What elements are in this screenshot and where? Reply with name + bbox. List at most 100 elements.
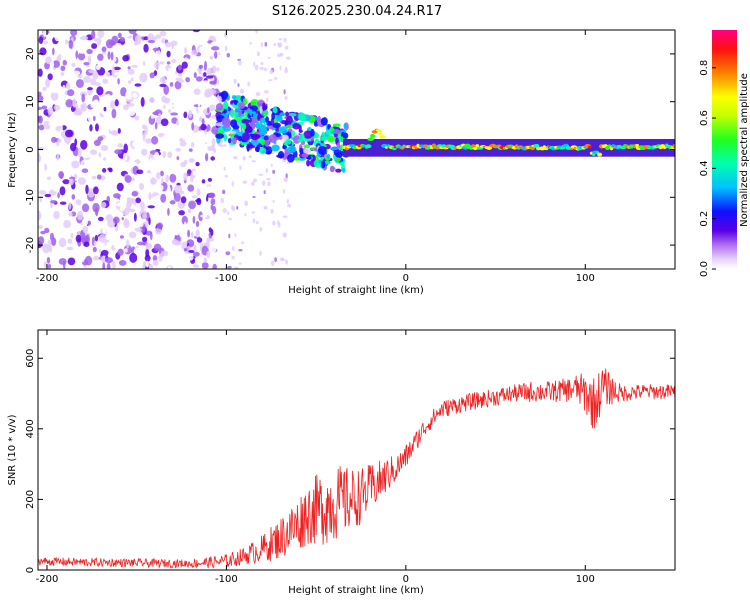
- spectrogram-cell: [120, 87, 127, 97]
- spectrogram-cell: [196, 237, 203, 243]
- spectrogram-cell: [38, 36, 44, 45]
- spectrogram-cell: [177, 64, 182, 71]
- spectrogram-cell: [167, 104, 175, 108]
- spectrogram-cell: [173, 212, 177, 218]
- spectrogram-cell: [207, 185, 211, 193]
- spectrogram-cell: [155, 200, 160, 205]
- spectrogram-cell: [242, 155, 246, 161]
- spectrogram-cell: [51, 88, 58, 94]
- spectrogram-cell: [77, 52, 86, 61]
- spectrogram-cell: [597, 152, 603, 157]
- spectrogram-cell: [70, 232, 74, 239]
- spectrogram-cell: [45, 43, 53, 48]
- spectrogram-cell: [256, 144, 260, 153]
- spectrogram-cell: [49, 177, 57, 187]
- spectrogram-cell: [119, 36, 126, 43]
- spectrogram-cell: [71, 62, 76, 67]
- spectrogram-cell: [47, 264, 52, 269]
- spectrogram-cell: [82, 153, 91, 159]
- spectrogram-cell: [263, 67, 268, 72]
- spectrogram-cell: [145, 260, 149, 268]
- spectrogram-cell: [57, 120, 66, 126]
- spectrogram-cell: [129, 252, 138, 263]
- spectrogram-cell: [50, 200, 58, 204]
- spectrogram-cell: [87, 114, 93, 122]
- spectrogram-cell: [130, 262, 136, 269]
- spectrogram-cell: [272, 200, 275, 203]
- spectrogram-cell: [140, 97, 145, 107]
- spectrogram-cell: [471, 144, 476, 148]
- spectrogram-cell: [272, 122, 281, 129]
- spectrogram-cell: [158, 113, 161, 118]
- spectrogram-cell: [116, 202, 122, 207]
- spectrogram-cell: [206, 239, 210, 248]
- spectrogram-cell: [223, 166, 226, 171]
- spectrogram-cell: [232, 125, 240, 130]
- spectrogram-cell: [96, 86, 104, 96]
- spectrogram-cell: [200, 123, 207, 131]
- spectrogram-cell: [110, 51, 114, 61]
- spectrogram-cell: [211, 65, 217, 74]
- spectrogram-cell: [70, 30, 78, 37]
- spectrogram-cell: [259, 227, 263, 232]
- spectrogram-cell: [155, 34, 162, 39]
- spectrogram-cell: [67, 89, 75, 97]
- spectrogram-cell: [178, 210, 185, 216]
- spectrogram-cell: [51, 237, 57, 247]
- spectrogram-cell: [131, 191, 138, 197]
- spectrogram-cell: [187, 208, 192, 214]
- spectrogram-cell: [174, 80, 182, 90]
- spectrogram-cell: [138, 220, 144, 228]
- spectrogram-cell: [209, 55, 214, 60]
- spectrogram-cell: [123, 31, 132, 37]
- spectrogram-cell: [303, 130, 313, 139]
- spectrogram-cell: [115, 115, 122, 124]
- spectrogram-cell: [271, 144, 280, 152]
- spectrogram-cell: [244, 213, 247, 217]
- spectrogram-cell: [232, 137, 237, 145]
- spectrogram-cell: [68, 202, 72, 210]
- spectrogram-cell: [59, 201, 67, 205]
- spectrogram-cell: [329, 147, 339, 151]
- spectrogram-cell: [222, 144, 227, 147]
- snr-y-ticks: 0 200 400 600: [25, 349, 675, 573]
- spectrogram-cell: [44, 227, 50, 234]
- spectrogram-cell: [111, 108, 117, 119]
- spectrogram-cell: [144, 125, 148, 135]
- spectrogram-cell: [227, 211, 230, 216]
- spectrogram-cell: [208, 192, 216, 199]
- spectrogram-cell: [143, 113, 148, 118]
- spectrogram-cell: [208, 227, 212, 233]
- spectrogram-cell: [268, 79, 273, 82]
- spectrogram-cell: [56, 138, 62, 143]
- spectrogram-cell: [227, 265, 232, 269]
- snr-x-tick-label: -100: [215, 574, 238, 585]
- snr-frame: [37, 329, 676, 571]
- spectrogram-cell: [115, 175, 121, 180]
- spectrogram-cell: [44, 163, 48, 171]
- spectrogram-cell: [259, 105, 263, 114]
- spectrogram-cell: [194, 186, 197, 197]
- spectrogram-cell: [62, 179, 70, 185]
- spectrogram-cell: [265, 167, 269, 174]
- spectrogram-cell: [75, 87, 80, 97]
- spectrogram-cell: [122, 47, 125, 52]
- spectrogram-cell: [314, 147, 318, 152]
- spectrogram-cell: [38, 95, 44, 102]
- spectrogram-cell: [238, 262, 242, 265]
- spectrogram-cell: [45, 56, 52, 65]
- spectrogram-cell: [189, 76, 194, 87]
- spectrogram-cell: [212, 263, 217, 269]
- spectrogram-cell: [181, 215, 188, 225]
- spectrogram-cell: [301, 114, 307, 122]
- spectrogram-cell: [38, 200, 46, 207]
- spectrogram-cell: [241, 118, 250, 124]
- spectrogram-cell: [77, 254, 81, 264]
- spectrogram-cell: [105, 175, 114, 184]
- spectrogram-cell: [120, 95, 125, 101]
- spectrogram-cell: [209, 104, 216, 112]
- spectrogram-cell: [279, 112, 286, 117]
- spectrogram-cell: [277, 115, 283, 122]
- spectrogram-cell: [198, 64, 203, 69]
- spectrogram-cell: [379, 135, 386, 139]
